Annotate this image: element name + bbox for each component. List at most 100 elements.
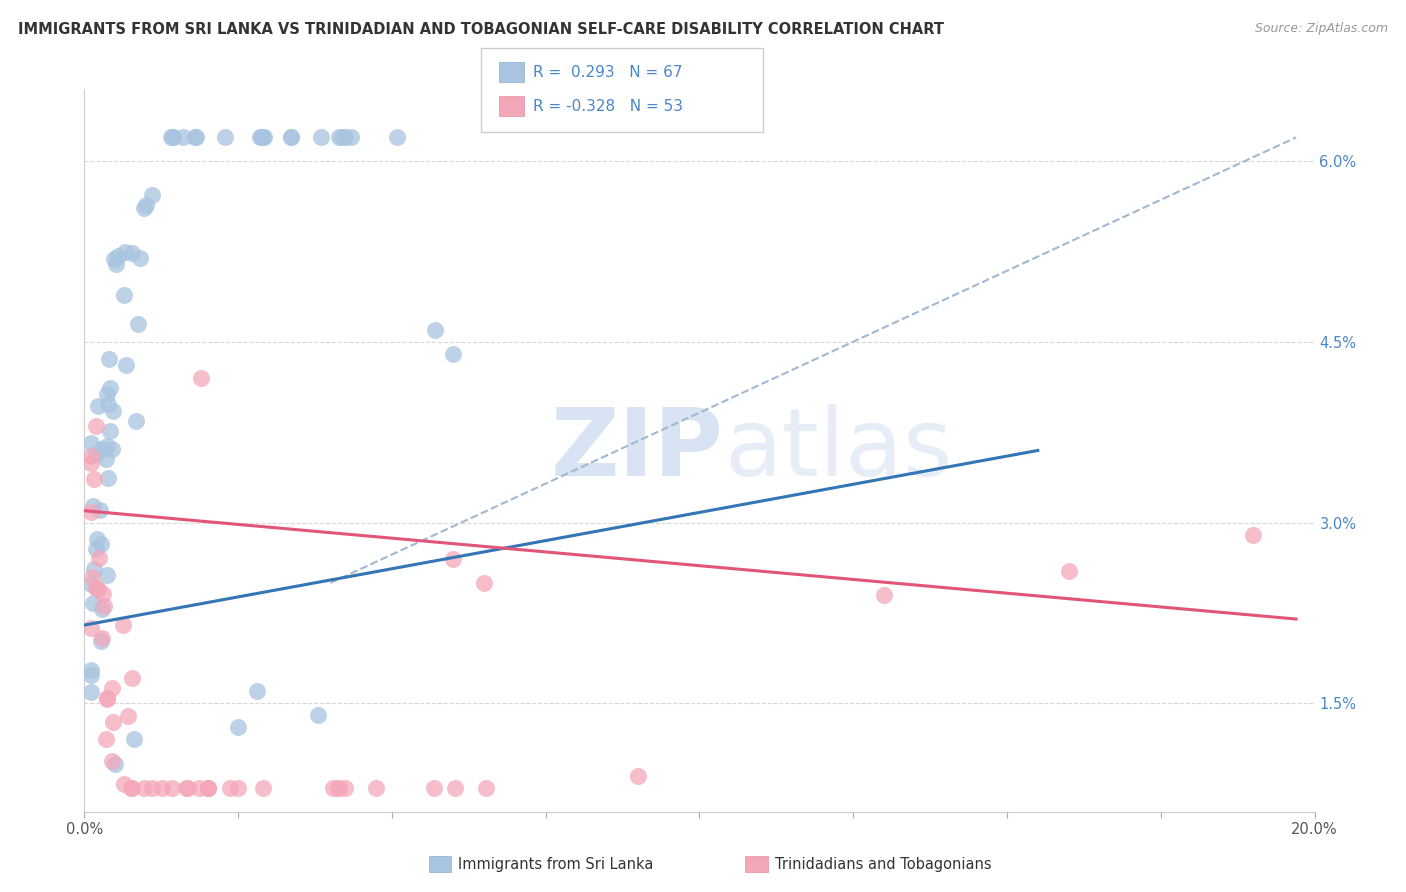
Point: [96, 691, 118, 706]
Point: [253, 130, 276, 145]
Point: [150, 780, 173, 795]
Point: [443, 347, 465, 361]
Point: [90, 634, 112, 648]
Point: [280, 130, 302, 145]
Point: [96, 690, 118, 705]
Point: [218, 780, 240, 795]
Point: [103, 252, 125, 267]
Point: [326, 780, 349, 795]
Text: ZIP: ZIP: [551, 404, 724, 497]
Point: [124, 414, 146, 428]
Point: [249, 130, 271, 145]
Point: [190, 371, 212, 385]
Point: [197, 780, 219, 795]
Point: [385, 130, 408, 145]
Point: [422, 780, 444, 795]
Point: [91, 631, 114, 645]
Point: [91, 442, 114, 457]
Point: [252, 130, 274, 145]
Point: [79, 663, 101, 677]
Point: [117, 709, 139, 723]
Text: Immigrants from Sri Lanka: Immigrants from Sri Lanka: [458, 857, 654, 871]
Point: [79, 576, 101, 591]
Point: [333, 130, 356, 145]
Point: [307, 708, 329, 723]
Point: [197, 780, 219, 795]
Point: [107, 249, 129, 263]
Point: [90, 537, 112, 551]
Point: [162, 130, 184, 145]
Point: [177, 780, 200, 795]
Text: R = -0.328   N = 53: R = -0.328 N = 53: [533, 99, 683, 113]
Point: [97, 397, 120, 411]
Point: [84, 447, 107, 461]
Point: [79, 455, 101, 469]
Point: [79, 684, 101, 698]
Point: [104, 257, 127, 271]
Point: [322, 780, 344, 795]
Point: [100, 442, 122, 456]
Point: [443, 780, 465, 795]
Point: [443, 551, 465, 566]
Point: [162, 780, 184, 795]
Point: [127, 317, 149, 331]
Point: [1241, 528, 1264, 542]
Point: [423, 323, 446, 337]
Point: [135, 198, 157, 212]
Point: [114, 244, 136, 259]
Point: [104, 756, 127, 771]
Point: [86, 532, 108, 546]
Point: [197, 780, 219, 795]
Point: [79, 505, 101, 519]
Point: [98, 351, 121, 366]
Point: [87, 399, 110, 413]
Point: [97, 470, 120, 484]
Point: [96, 568, 118, 582]
Point: [80, 570, 103, 584]
Point: [162, 130, 184, 145]
Point: [475, 780, 498, 795]
Point: [94, 451, 117, 466]
Point: [214, 130, 236, 145]
Point: [172, 130, 194, 145]
Point: [87, 582, 110, 596]
Point: [112, 777, 135, 791]
Point: [249, 130, 271, 145]
Point: [160, 130, 183, 145]
Point: [141, 187, 163, 202]
Point: [184, 130, 207, 145]
Point: [101, 754, 124, 768]
Point: [83, 471, 105, 485]
Point: [328, 130, 350, 145]
Point: [111, 618, 134, 632]
Point: [311, 130, 333, 145]
Point: [188, 780, 211, 795]
Point: [80, 621, 103, 635]
Point: [184, 130, 207, 145]
Point: [333, 780, 356, 795]
Point: [98, 381, 121, 395]
Point: [96, 731, 118, 746]
Point: [134, 201, 156, 215]
Text: Trinidadians and Tobagonians: Trinidadians and Tobagonians: [775, 857, 991, 871]
Point: [134, 780, 156, 795]
Point: [101, 715, 124, 730]
Point: [115, 358, 138, 372]
Text: Source: ZipAtlas.com: Source: ZipAtlas.com: [1254, 22, 1388, 36]
Point: [87, 550, 110, 565]
Text: R =  0.293   N = 67: R = 0.293 N = 67: [533, 65, 682, 79]
Point: [121, 671, 143, 685]
Point: [101, 681, 124, 695]
Point: [79, 435, 101, 450]
Point: [83, 562, 105, 576]
Point: [246, 684, 269, 698]
Point: [366, 780, 388, 795]
Point: [328, 780, 350, 795]
Point: [226, 721, 249, 735]
Point: [84, 581, 107, 595]
Point: [873, 588, 896, 602]
Point: [82, 500, 104, 514]
Point: [93, 599, 115, 613]
Point: [101, 404, 124, 418]
Point: [330, 130, 353, 145]
